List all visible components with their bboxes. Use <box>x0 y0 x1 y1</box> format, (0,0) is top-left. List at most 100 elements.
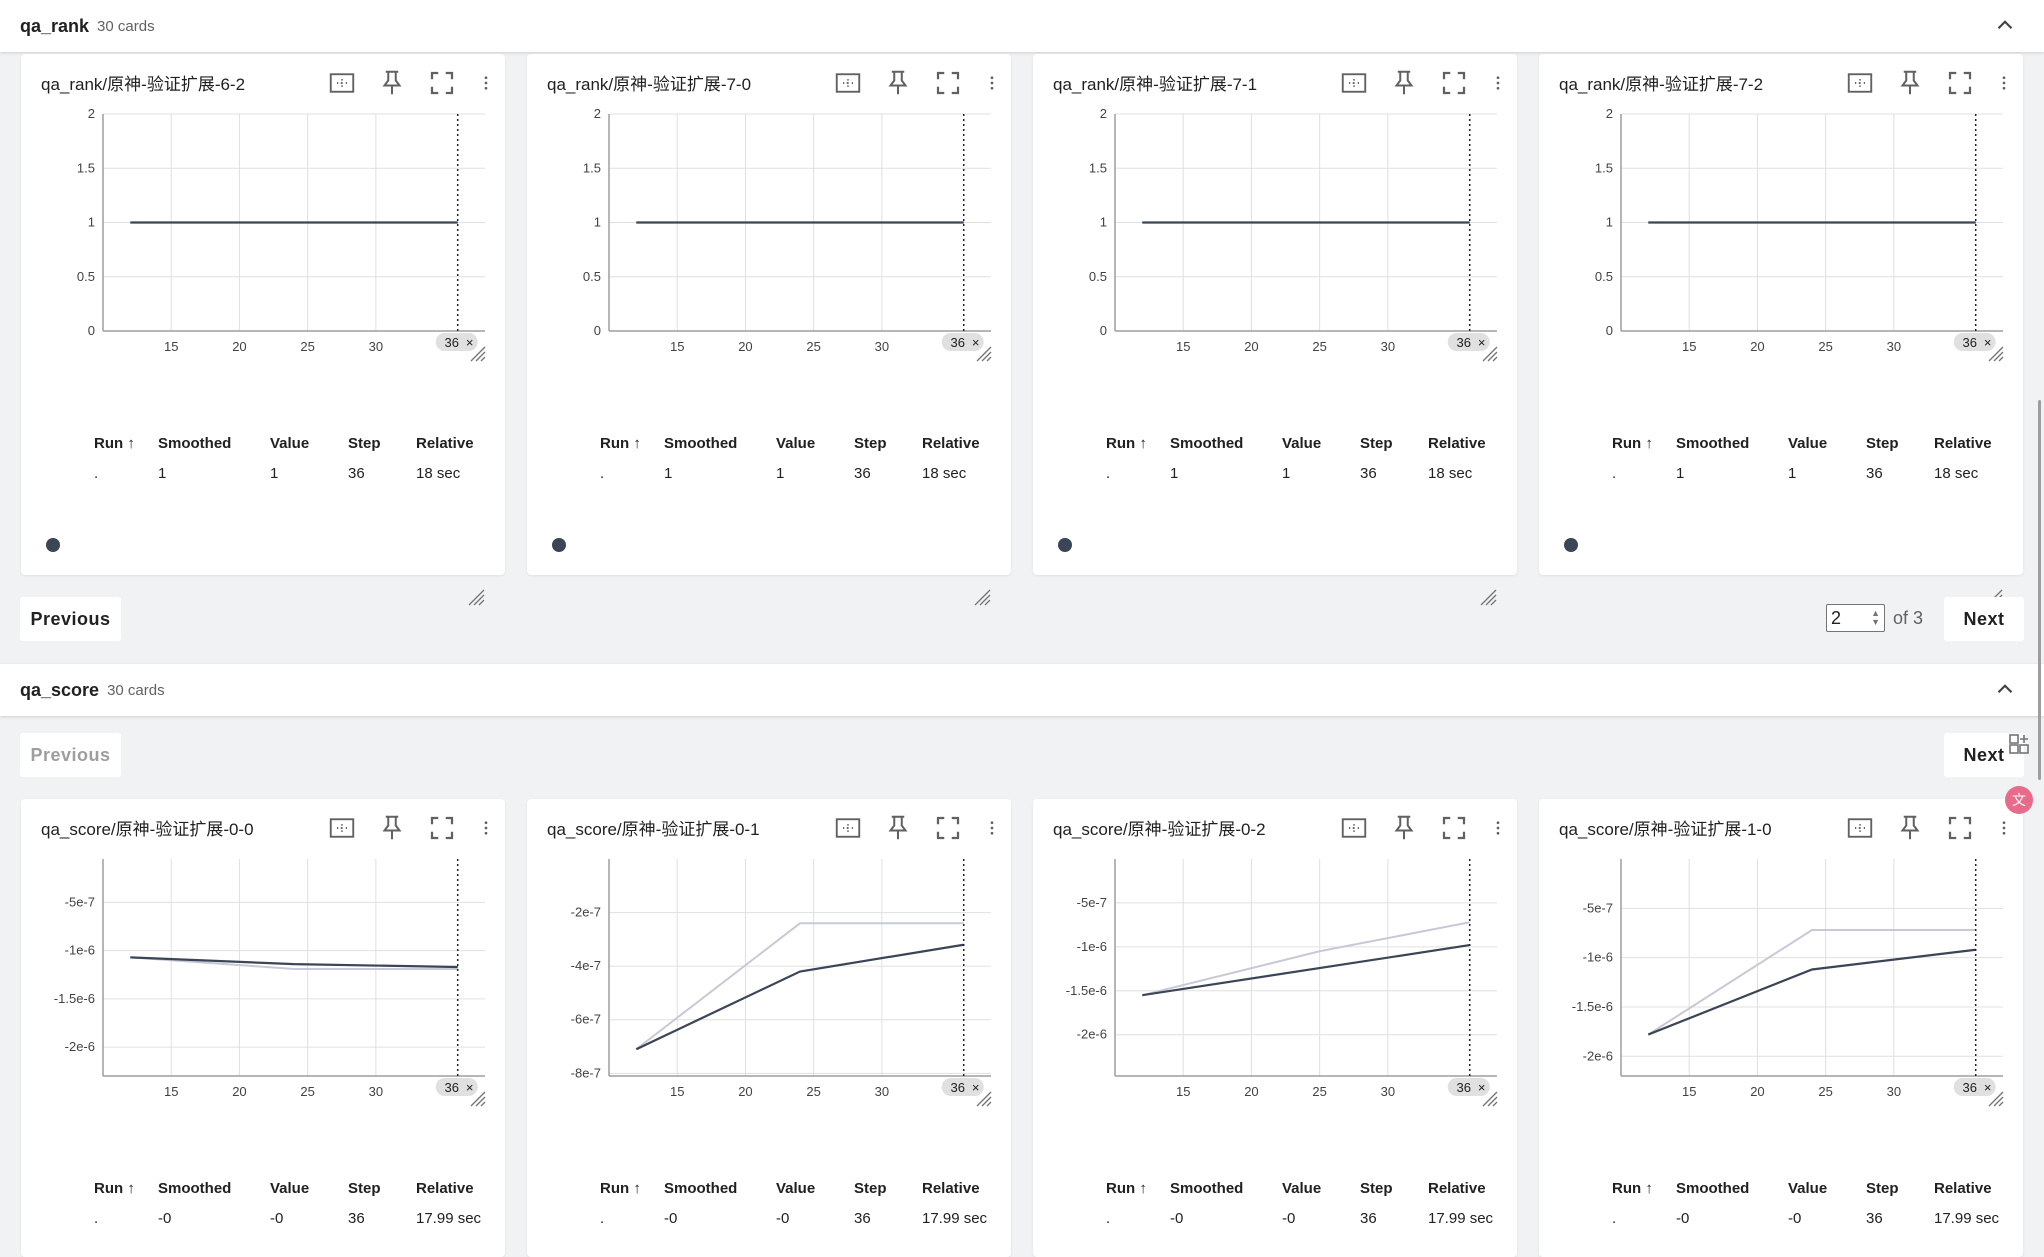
fit-domain-icon[interactable] <box>1339 68 1369 98</box>
column-header-run[interactable]: Run ↑ <box>600 435 641 452</box>
column-header-run[interactable]: Run ↑ <box>1612 1180 1653 1197</box>
column-header-smoothed[interactable]: Smoothed <box>1676 1180 1750 1197</box>
card-resize-icon[interactable] <box>1479 588 1497 606</box>
chart-resize-icon[interactable] <box>1482 1091 1498 1107</box>
chevron-up-icon[interactable] <box>1992 676 2018 702</box>
card-resize-icon[interactable] <box>467 588 485 606</box>
previous-button[interactable]: Previous <box>20 597 121 641</box>
group-header-qa-rank[interactable]: qa_rank 30 cards <box>0 0 2044 52</box>
chart-resize-icon[interactable] <box>470 346 486 362</box>
fullscreen-icon[interactable] <box>933 813 963 843</box>
step-marker-chip[interactable] <box>435 1078 478 1096</box>
pin-icon[interactable] <box>1895 813 1925 843</box>
pin-icon[interactable] <box>1895 68 1925 98</box>
more-vert-icon[interactable] <box>983 68 1001 98</box>
column-header-smoothed[interactable]: Smoothed <box>664 435 738 452</box>
fullscreen-icon[interactable] <box>427 68 457 98</box>
column-header-relative[interactable]: Relative <box>416 435 474 452</box>
more-vert-icon[interactable] <box>1995 813 2013 843</box>
pin-icon[interactable] <box>883 68 913 98</box>
table-row[interactable]: . 1 1 36 18 sec <box>547 465 987 489</box>
page-number-input[interactable]: 2 ▲ ▼ <box>1826 604 1885 632</box>
column-header-value[interactable]: Value <box>1282 435 1322 452</box>
step-marker-chip[interactable] <box>1953 333 1996 351</box>
translate-icon[interactable]: 文 <box>2004 785 2034 815</box>
step-marker-chip[interactable] <box>1447 333 1490 351</box>
column-header-smoothed[interactable]: Smoothed <box>664 1180 738 1197</box>
chart-resize-icon[interactable] <box>470 1091 486 1107</box>
pin-icon[interactable] <box>883 813 913 843</box>
line-chart[interactable]: 15 20 25 30 0 0.5 1 1.5 2 36 × <box>527 54 1011 444</box>
column-header-run[interactable]: Run ↑ <box>94 435 135 452</box>
line-chart[interactable]: 15 20 25 30 -2e-6 -1.5e-6 -1e-6 -5e-7 36 × <box>1033 799 1517 1189</box>
column-header-step[interactable]: Step <box>1866 1180 1899 1197</box>
column-header-step[interactable]: Step <box>1866 435 1899 452</box>
column-header-step[interactable]: Step <box>1360 1180 1393 1197</box>
column-header-step[interactable]: Step <box>348 435 381 452</box>
column-header-value[interactable]: Value <box>270 1180 310 1197</box>
fit-domain-icon[interactable] <box>1845 68 1875 98</box>
column-header-smoothed[interactable]: Smoothed <box>1170 435 1244 452</box>
fit-domain-icon[interactable] <box>833 813 863 843</box>
close-icon[interactable]: × <box>1478 1080 1486 1095</box>
column-header-step[interactable]: Step <box>1360 435 1393 452</box>
chart-resize-icon[interactable] <box>976 1091 992 1107</box>
step-marker-chip[interactable] <box>941 333 984 351</box>
more-vert-icon[interactable] <box>477 813 495 843</box>
pin-icon[interactable] <box>377 813 407 843</box>
column-header-relative[interactable]: Relative <box>416 1180 474 1197</box>
fit-domain-icon[interactable] <box>833 68 863 98</box>
fullscreen-icon[interactable] <box>933 68 963 98</box>
chart-resize-icon[interactable] <box>1482 346 1498 362</box>
chart-resize-icon[interactable] <box>976 346 992 362</box>
close-icon[interactable]: × <box>972 1080 980 1095</box>
run-color-dot[interactable] <box>552 538 566 552</box>
next-button[interactable]: Next <box>1944 733 2024 777</box>
table-row[interactable]: . -0 -0 36 17.99 sec <box>41 1210 481 1234</box>
more-vert-icon[interactable] <box>983 813 1001 843</box>
close-icon[interactable]: × <box>466 1080 474 1095</box>
pin-icon[interactable] <box>1389 813 1419 843</box>
line-chart[interactable]: 15 20 25 30 -2e-6 -1.5e-6 -1e-6 -5e-7 36 × <box>21 799 505 1189</box>
step-marker-chip[interactable] <box>1953 1078 1996 1096</box>
column-header-step[interactable]: Step <box>854 435 887 452</box>
table-row[interactable]: . -0 -0 36 17.99 sec <box>1053 1210 1493 1234</box>
fit-domain-icon[interactable] <box>1845 813 1875 843</box>
line-chart[interactable]: 15 20 25 30 0 0.5 1 1.5 2 36 × <box>21 54 505 444</box>
table-row[interactable]: . 1 1 36 18 sec <box>1053 465 1493 489</box>
fit-domain-icon[interactable] <box>327 68 357 98</box>
chevron-up-icon[interactable] <box>1992 12 2018 38</box>
column-header-relative[interactable]: Relative <box>1428 435 1486 452</box>
card-resize-icon[interactable] <box>973 588 991 606</box>
run-color-dot[interactable] <box>46 538 60 552</box>
column-header-value[interactable]: Value <box>776 1180 816 1197</box>
column-header-run[interactable]: Run ↑ <box>600 1180 641 1197</box>
previous-button-disabled[interactable]: Previous <box>20 733 121 777</box>
chart-resize-icon[interactable] <box>1988 346 2004 362</box>
group-header-qa-score[interactable]: qa_score 30 cards <box>0 664 2044 716</box>
column-header-value[interactable]: Value <box>1282 1180 1322 1197</box>
fullscreen-icon[interactable] <box>1439 68 1469 98</box>
more-vert-icon[interactable] <box>1995 68 2013 98</box>
fullscreen-icon[interactable] <box>1439 813 1469 843</box>
close-icon[interactable]: × <box>1478 335 1486 350</box>
fullscreen-icon[interactable] <box>1945 68 1975 98</box>
line-chart[interactable]: 15 20 25 30 -8e-7 -6e-7 -4e-7 -2e-7 36 × <box>527 799 1011 1189</box>
page-scrollbar[interactable] <box>2038 400 2041 780</box>
fullscreen-icon[interactable] <box>1945 813 1975 843</box>
column-header-relative[interactable]: Relative <box>922 1180 980 1197</box>
column-header-relative[interactable]: Relative <box>1428 1180 1486 1197</box>
step-marker-chip[interactable] <box>435 333 478 351</box>
more-vert-icon[interactable] <box>1489 68 1507 98</box>
line-chart[interactable]: 15 20 25 30 0 0.5 1 1.5 2 36 × <box>1539 54 2023 444</box>
more-vert-icon[interactable] <box>1489 813 1507 843</box>
step-marker-chip[interactable] <box>1447 1078 1490 1096</box>
column-header-step[interactable]: Step <box>348 1180 381 1197</box>
more-vert-icon[interactable] <box>477 68 495 98</box>
next-button[interactable]: Next <box>1944 597 2024 641</box>
column-header-value[interactable]: Value <box>1788 1180 1828 1197</box>
fit-domain-icon[interactable] <box>1339 813 1369 843</box>
close-icon[interactable]: × <box>1984 1080 1992 1095</box>
line-chart[interactable]: 15 20 25 30 -2e-6 -1.5e-6 -1e-6 -5e-7 36 × <box>1539 799 2023 1189</box>
close-icon[interactable]: × <box>466 335 474 350</box>
